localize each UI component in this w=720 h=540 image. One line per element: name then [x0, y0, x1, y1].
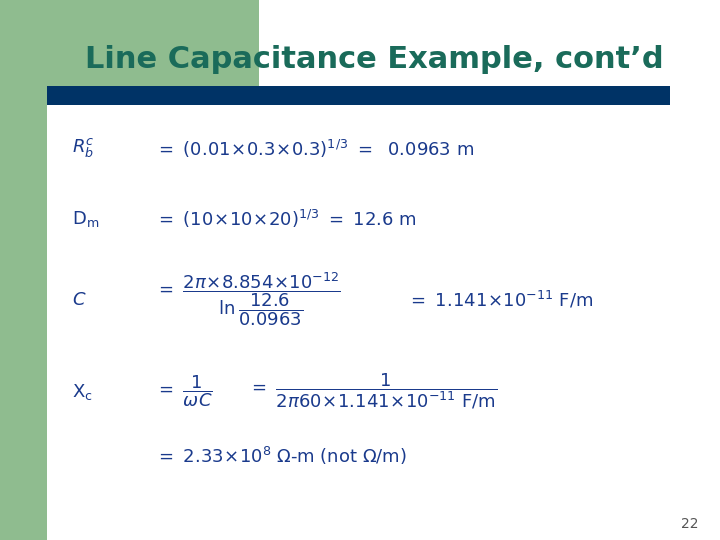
- Text: $= \ (0.01\!\times\!0.3\!\times\!0.3)^{1/3} \ = \ \ 0.0963\ \mathrm{m}$: $= \ (0.01\!\times\!0.3\!\times\!0.3)^{1…: [155, 138, 474, 159]
- Text: $= \ \dfrac{1}{\omega C}$: $= \ \dfrac{1}{\omega C}$: [155, 374, 212, 409]
- Text: 22: 22: [681, 517, 698, 531]
- Text: $= \ 2.33\!\times\!10^{8}\ \Omega\text{-m (not }\Omega/\text{m)}$: $= \ 2.33\!\times\!10^{8}\ \Omega\text{-…: [155, 446, 407, 467]
- Text: $= \ (10\!\times\!10\!\times\!20)^{1/3} \ = \ 12.6\ \mathrm{m}$: $= \ (10\!\times\!10\!\times\!20)^{1/3} …: [155, 208, 417, 230]
- Text: $R_b^c$: $R_b^c$: [72, 137, 94, 160]
- Bar: [47, 86, 670, 105]
- Text: $= \ \dfrac{2\pi\!\times\!8.854\!\times\!10^{-12}}{\ln\dfrac{12.6}{0.0963}}$: $= \ \dfrac{2\pi\!\times\!8.854\!\times\…: [155, 271, 341, 328]
- Text: $\mathrm{X_c}$: $\mathrm{X_c}$: [72, 381, 93, 402]
- Text: $\mathrm{D_m}$: $\mathrm{D_m}$: [72, 208, 99, 229]
- Text: $= \ \dfrac{1}{2\pi 60\!\times\!1.141\!\times\!10^{-11}\ \mathrm{F/m}}$: $= \ \dfrac{1}{2\pi 60\!\times\!1.141\!\…: [248, 372, 498, 411]
- Text: Line Capacitance Example, cont’d: Line Capacitance Example, cont’d: [85, 45, 664, 74]
- Bar: [0, 0, 47, 540]
- Bar: [0, 0, 259, 100]
- Text: $C$: $C$: [72, 291, 86, 309]
- Text: $= \ 1.141\!\times\!10^{-11}\ \mathrm{F/m}$: $= \ 1.141\!\times\!10^{-11}\ \mathrm{F/…: [407, 289, 593, 310]
